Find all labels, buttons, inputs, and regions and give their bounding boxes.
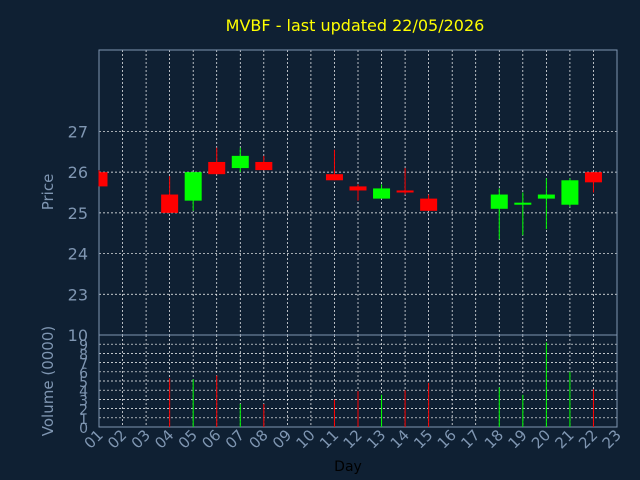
price-grid [98, 50, 618, 335]
candle-body [514, 202, 532, 205]
candle-body [184, 172, 202, 201]
candle-body [561, 180, 579, 205]
candle-body [255, 161, 273, 171]
price-tick-label: 26 [68, 163, 88, 182]
candle-body [420, 198, 438, 211]
volume-axis-label: Volume (0000) [39, 326, 57, 436]
price-tick-labels: 23 24 25 26 27 [68, 122, 88, 304]
candle-body [325, 174, 343, 181]
volume-bars [169, 342, 594, 427]
candle-body [396, 190, 414, 193]
chart-title: MVBF - last updated 22/05/2026 [226, 16, 485, 35]
candle-body [99, 172, 108, 187]
price-tick-label: 24 [68, 245, 88, 264]
candle-body [537, 194, 555, 199]
candles [98, 147, 602, 240]
candle-body [490, 194, 508, 209]
candle-body [349, 186, 367, 191]
volume-tick-label: 6 [79, 366, 88, 382]
price-tick-label: 25 [68, 204, 88, 223]
candle-body [584, 172, 602, 183]
price-tick-label: 27 [68, 122, 88, 141]
volume-tick-label: 2 [79, 403, 88, 419]
volume-tick-label: 0 [79, 421, 88, 437]
price-tick-label: 23 [68, 285, 88, 304]
volume-tick-label: 3 [79, 393, 88, 409]
volume-tick-label: 1 [79, 412, 88, 428]
volume-tick-label: 4 [79, 384, 88, 400]
x-axis-label: Day [334, 459, 362, 475]
volume-tick-label: 5 [79, 375, 88, 391]
x-tick-labels: 0102030405060708091011121314151617181920… [81, 426, 625, 452]
candle-body [373, 188, 391, 199]
volume-tick-label: 10 [68, 326, 88, 345]
y-axis-label: Price [39, 174, 57, 211]
candle-body [161, 194, 179, 213]
candle-body [231, 155, 249, 169]
volume-tick-label: 7 [79, 357, 88, 373]
candle-body [208, 161, 226, 175]
volume-tick-label: 9 [79, 338, 88, 354]
volume-tick-label: 8 [79, 347, 88, 363]
